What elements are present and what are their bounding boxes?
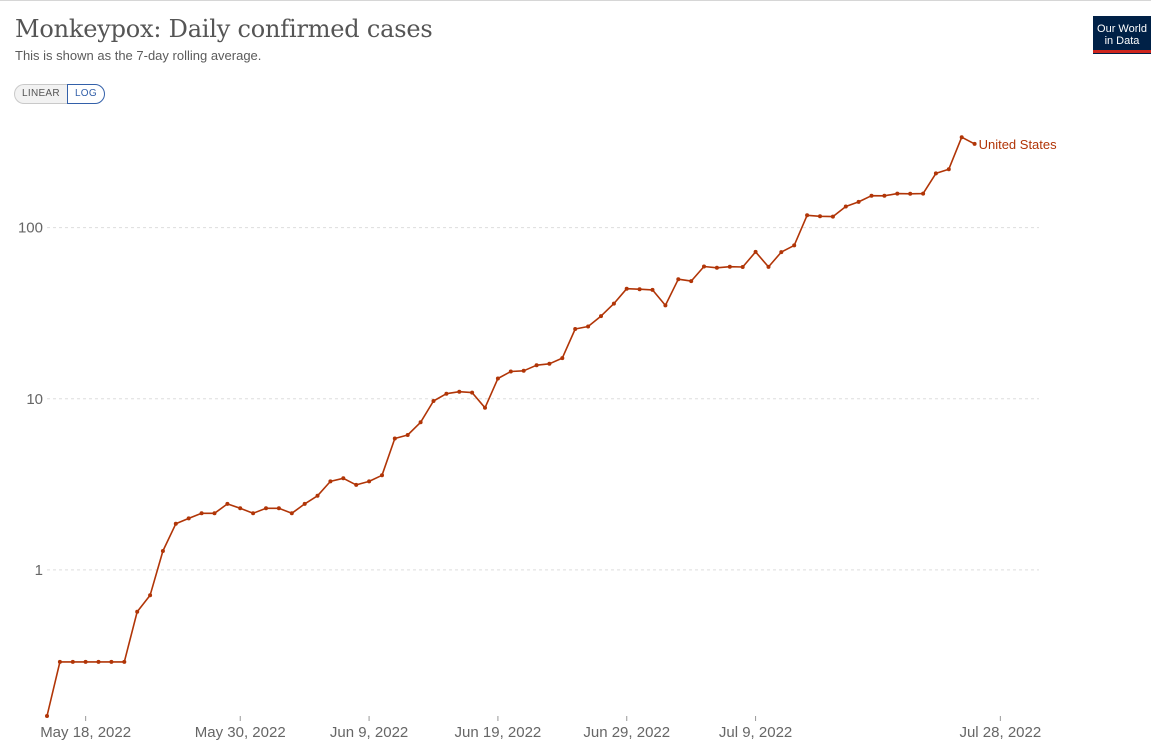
data-point <box>418 420 423 425</box>
data-point <box>586 324 591 329</box>
data-point <box>779 250 784 255</box>
scale-toggle: LINEAR LOG <box>14 84 105 104</box>
data-point <box>599 314 603 319</box>
top-rule <box>0 0 1151 1</box>
data-point <box>972 141 977 146</box>
x-tick-label: Jun 9, 2022 <box>330 724 408 741</box>
data-point <box>367 479 372 484</box>
data-point <box>676 277 681 282</box>
data-point <box>933 171 938 176</box>
data-point <box>276 506 281 511</box>
x-tick-label: Jun 19, 2022 <box>455 724 542 741</box>
data-point <box>495 376 500 381</box>
data-point <box>186 516 191 521</box>
data-point <box>160 549 165 553</box>
data-point <box>534 363 539 368</box>
data-point <box>83 659 88 664</box>
data-point <box>637 287 642 292</box>
data-point <box>483 405 487 410</box>
data-point <box>289 511 294 516</box>
data-point <box>328 479 333 484</box>
data-point <box>122 659 127 664</box>
data-point <box>199 511 204 516</box>
logo-line-2: in Data <box>1104 35 1140 47</box>
data-point <box>869 193 874 198</box>
data-point <box>238 506 243 511</box>
data-point <box>882 193 887 198</box>
data-point <box>457 389 462 394</box>
data-point <box>45 714 49 718</box>
linear-scale-button[interactable]: LINEAR <box>14 84 67 104</box>
data-point <box>740 265 745 269</box>
data-point <box>908 191 913 196</box>
data-point <box>714 265 719 270</box>
logo-line-1: Our World <box>1097 23 1147 35</box>
data-point <box>380 473 384 478</box>
chart-subtitle: This is shown as the 7-day rolling avera… <box>15 48 262 63</box>
data-point <box>225 501 230 506</box>
data-point <box>251 511 256 516</box>
data-point <box>830 214 835 219</box>
data-point <box>508 369 513 374</box>
x-tick-label: May 18, 2022 <box>40 724 131 741</box>
data-point <box>341 476 346 481</box>
data-point <box>805 213 810 218</box>
data-point <box>573 327 578 331</box>
data-point <box>173 521 178 526</box>
y-tick-label: 1 <box>35 562 43 579</box>
data-point <box>547 361 552 366</box>
data-point <box>57 659 62 664</box>
data-point <box>521 368 526 373</box>
y-tick-label: 100 <box>18 220 43 237</box>
data-point <box>70 659 75 664</box>
data-point <box>650 287 655 292</box>
data-point <box>444 391 449 396</box>
data-point <box>702 264 706 269</box>
series-label: United States <box>979 137 1058 152</box>
logo-accent-bar <box>1093 50 1151 53</box>
data-point <box>212 511 217 516</box>
x-tick-label: Jun 29, 2022 <box>583 724 670 741</box>
data-point <box>818 214 822 219</box>
data-point <box>96 659 101 664</box>
y-tick-label: 10 <box>26 391 43 408</box>
data-point <box>624 286 629 291</box>
data-point <box>689 279 694 284</box>
data-point <box>135 609 140 614</box>
x-tick-label: Jul 28, 2022 <box>959 724 1041 741</box>
data-point <box>727 264 732 269</box>
data-point <box>792 243 797 248</box>
data-point <box>895 191 900 196</box>
log-scale-button[interactable]: LOG <box>66 84 105 104</box>
data-point <box>921 191 926 196</box>
data-point <box>946 167 951 172</box>
data-point <box>354 482 359 487</box>
data-point <box>663 303 668 308</box>
data-point <box>148 593 153 598</box>
data-point <box>392 436 397 441</box>
data-point <box>611 301 616 306</box>
data-point <box>264 506 268 511</box>
data-point <box>843 204 848 209</box>
data-point <box>315 493 320 498</box>
data-point <box>560 356 565 361</box>
data-point <box>959 135 964 140</box>
data-point <box>405 433 410 437</box>
data-point <box>753 249 758 254</box>
series-line <box>46 136 975 717</box>
data-point <box>431 399 436 403</box>
x-tick-label: Jul 9, 2022 <box>719 724 792 741</box>
data-point <box>470 390 475 395</box>
data-point <box>766 264 771 269</box>
data-point <box>302 501 307 506</box>
data-point <box>109 659 114 664</box>
owid-logo[interactable]: Our World in Data <box>1093 16 1151 54</box>
data-point <box>856 199 861 204</box>
chart-title: Monkeypox: Daily confirmed cases <box>15 15 433 43</box>
x-tick-label: May 30, 2022 <box>195 724 286 741</box>
